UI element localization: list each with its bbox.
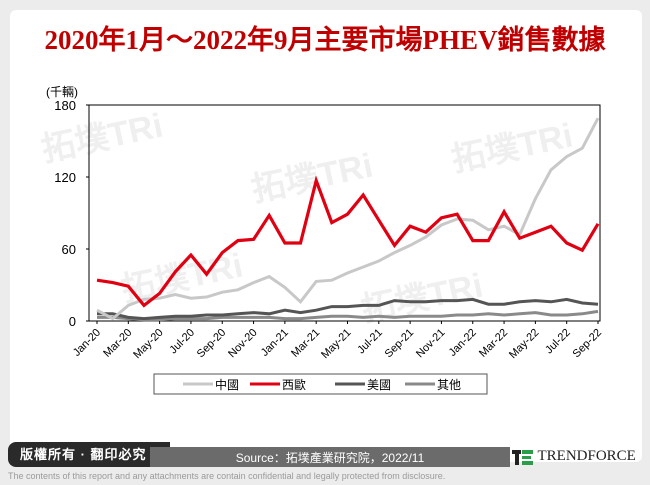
series-line-0 [96,117,600,321]
x-tick-label: Jul-20 [167,327,197,357]
legend-label: 美國 [367,378,391,392]
copyright-label: 版權所有 · 翻印必究 [8,442,170,467]
legend-items: 中國 西歐 美國 其他 [183,377,461,392]
x-tick-label: Sep-21 [383,327,417,361]
y-axis-unit: (千輛) [46,85,78,99]
y-axis: 0 60 120 180 [54,98,89,329]
x-tick-label: Jul-22 [543,327,573,357]
series-group [96,117,600,322]
x-tick-label: Mar-20 [101,327,134,360]
y-tick-label: 0 [69,314,76,329]
legend-label: 中國 [215,377,239,392]
x-tick-label: Sep-20 [195,327,229,361]
brand-name: TRENDFORCE [537,448,636,464]
x-tick-label: Jan-20 [71,327,103,359]
legend-label: 西歐 [282,377,306,392]
x-tick-label: May-21 [319,327,353,361]
y-tick-label: 180 [54,98,76,113]
series-line-1 [96,175,600,308]
y-tick-label: 60 [62,242,76,257]
x-tick-label: Jan-21 [259,327,291,359]
x-tick-label: Sep-22 [571,327,605,361]
x-tick-label: Jul-21 [355,327,385,357]
x-tick-label: Nov-21 [414,327,448,361]
x-tick-label: Mar-21 [289,327,322,360]
disclaimer: The contents of this report and any atta… [8,471,446,481]
x-tick-label: Nov-20 [226,327,260,361]
plot-area [88,104,601,322]
legend-label: 其他 [437,378,461,392]
series-line-2 [97,297,599,321]
x-tick-label: May-20 [131,327,165,361]
page-title: 2020年1月～2022年9月主要市場PHEV銷售數據 [44,25,606,55]
source-label: Source：拓墣產業研究院，2022/11 [150,447,510,467]
x-tick-label: Mar-22 [477,327,510,360]
legend [153,373,488,395]
trendforce-logo-icon [512,449,533,465]
trendforce-logo: TRENDFORCE [512,444,640,468]
y-tick-label: 120 [54,170,76,185]
x-tick-label: May-22 [507,327,541,361]
x-tick-label: Jan-22 [447,327,479,359]
series-line-3 [97,309,599,322]
